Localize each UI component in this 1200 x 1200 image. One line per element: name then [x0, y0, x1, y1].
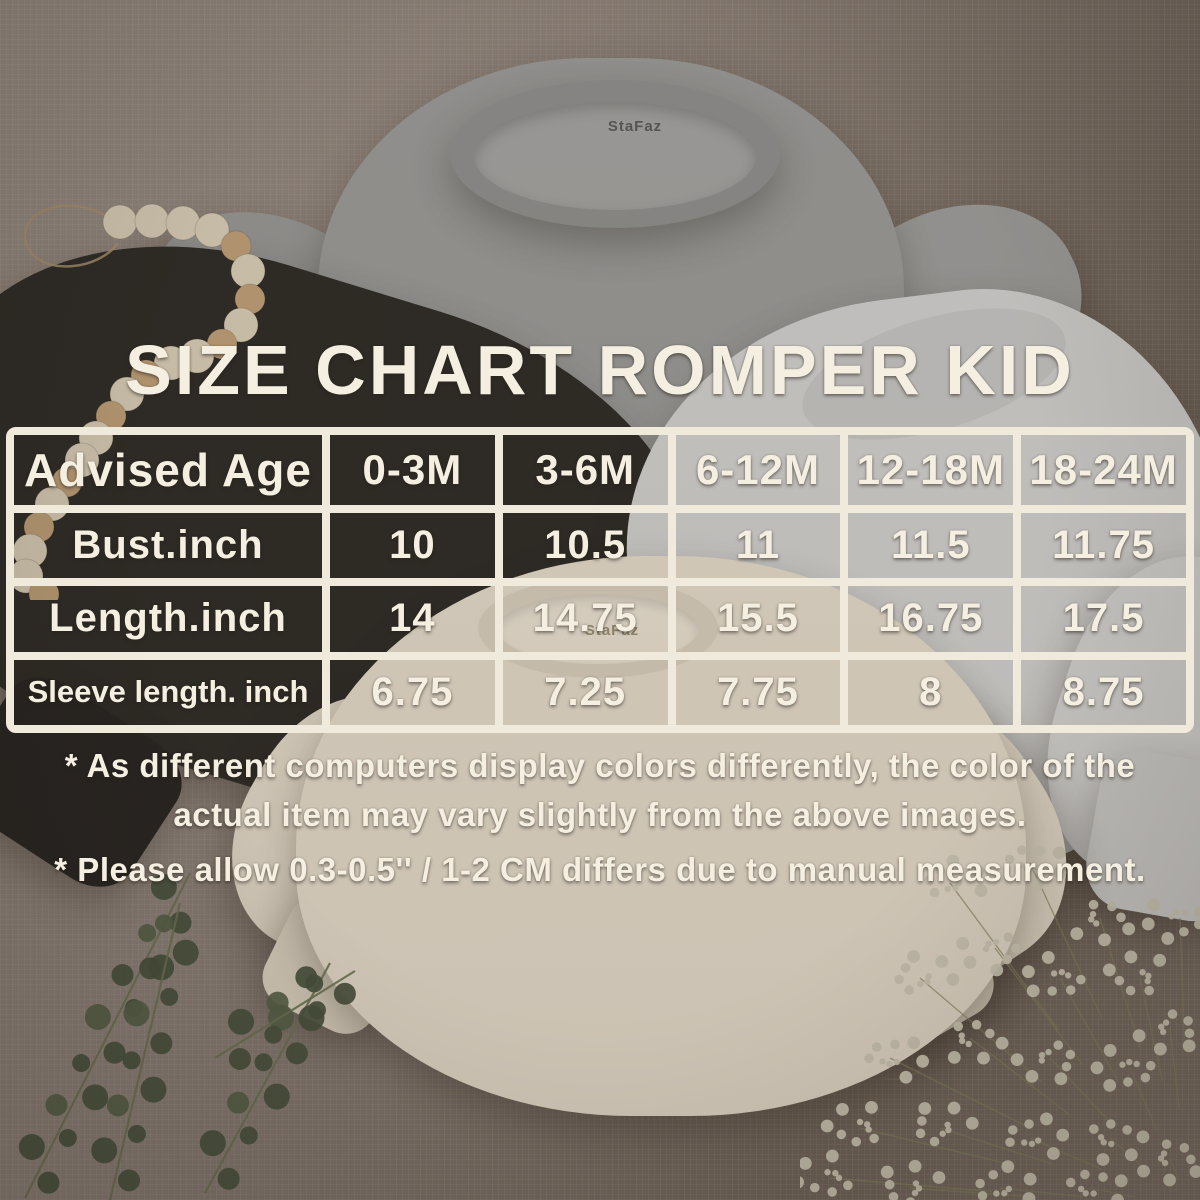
length-value-3-6m: 14.75: [498, 582, 672, 656]
row-label-sleeve-length: Sleeve length. inch: [10, 655, 326, 729]
disclaimer-measurement-note: * Please allow 0.3-0.5'' / 1-2 CM differ…: [54, 850, 1146, 888]
brand-tag-cream-romper: StaFaz: [584, 622, 640, 639]
column-header-18-24m: 18-24M: [1017, 431, 1190, 509]
size-table: Advised Age 0-3M 3-6M 6-12M 12-18M 18-24…: [6, 427, 1194, 733]
sleeve-value-18-24m: 8.75: [1017, 655, 1190, 729]
column-header-advised-age: Advised Age: [10, 431, 326, 509]
wooden-bead-garland: [8, 203, 266, 600]
babys-breath-flowers: [800, 845, 1200, 1200]
column-header-12-18m: 12-18M: [844, 431, 1018, 509]
column-header-6-12m: 6-12M: [671, 431, 845, 509]
length-value-0-3m: 14: [326, 582, 499, 656]
bust-value-12-18m: 11.5: [844, 508, 1018, 583]
disclaimer-color-note: * As different computers display colors …: [64, 747, 1136, 833]
eucalyptus-branches: [18, 872, 356, 1200]
column-header-3-6m: 3-6M: [498, 431, 672, 509]
length-value-12-18m: 16.75: [844, 582, 1018, 656]
column-header-0-3m: 0-3M: [326, 431, 499, 509]
sleeve-value-0-3m: 6.75: [326, 655, 499, 729]
brand-tag-gray-romper: StaFaz: [607, 118, 663, 135]
bust-value-0-3m: 10: [326, 508, 499, 583]
row-label-length: Length.inch: [10, 582, 326, 656]
length-value-18-24m: 17.5: [1017, 582, 1190, 656]
bust-value-6-12m: 11: [671, 508, 845, 583]
sleeve-value-3-6m: 7.25: [498, 655, 672, 729]
sleeve-value-6-12m: 7.75: [671, 655, 845, 729]
row-label-bust: Bust.inch: [10, 508, 326, 583]
page-title: SIZE CHART ROMPER KID: [125, 331, 1075, 409]
sleeve-value-12-18m: 8: [844, 655, 1018, 729]
gray-romper-neck-inside: [474, 102, 756, 210]
length-value-6-12m: 15.5: [671, 582, 845, 656]
bust-value-3-6m: 10.5: [498, 508, 672, 583]
disclaimer-notes: * As different computers display colors …: [22, 742, 1178, 900]
bust-value-18-24m: 11.75: [1017, 508, 1190, 583]
